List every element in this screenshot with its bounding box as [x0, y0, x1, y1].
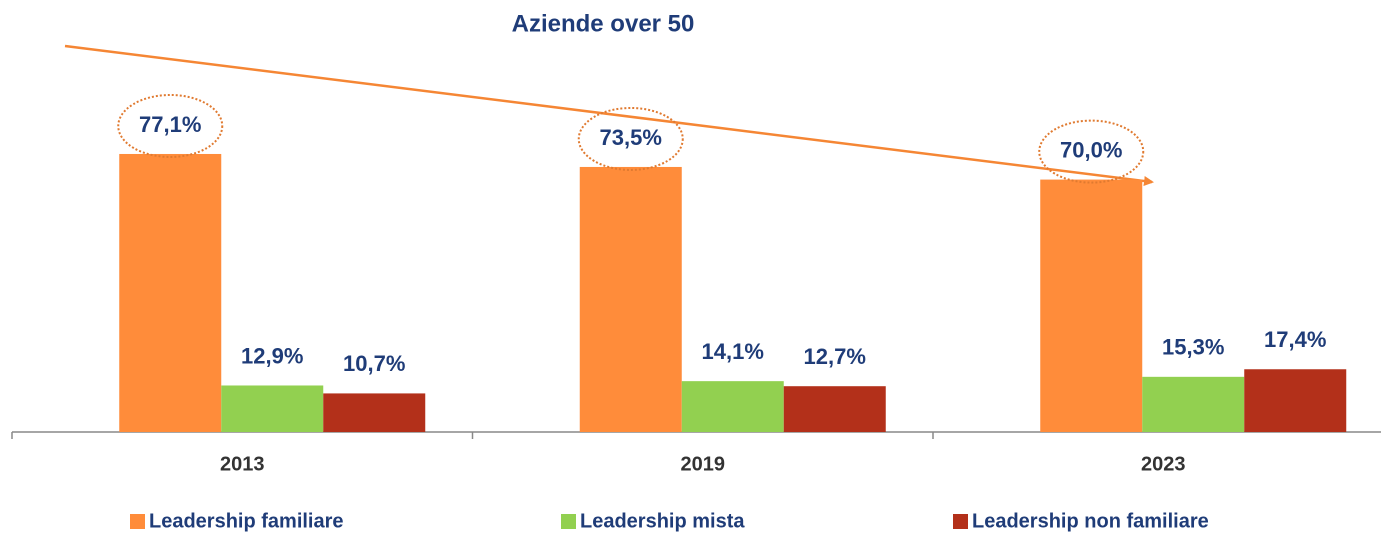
highlight-circle: [577, 106, 684, 171]
bar: [1142, 376, 1245, 432]
legend-swatch: [561, 514, 576, 529]
x-tick-label: 2019: [681, 453, 726, 475]
bar: [119, 153, 222, 432]
data-label: 73,5%: [600, 125, 662, 150]
highlight-circle: [117, 93, 224, 158]
bar: [783, 386, 886, 432]
data-label: 15,3%: [1162, 335, 1224, 360]
bar: [579, 166, 682, 433]
bar: [681, 381, 784, 432]
data-label: 14,1%: [702, 339, 764, 364]
legend-label: Leadership familiare: [149, 510, 344, 532]
x-tick-label: 2013: [220, 453, 265, 475]
bar: [1244, 369, 1347, 432]
data-label: 12,9%: [241, 343, 303, 368]
chart-title: Aziende over 50: [512, 10, 695, 37]
bar: [323, 393, 426, 432]
data-label: 17,4%: [1264, 327, 1326, 352]
bar: [221, 385, 324, 432]
legend-label: Leadership mista: [580, 510, 745, 532]
data-label: 70,0%: [1060, 137, 1122, 162]
highlight-circle: [1038, 119, 1145, 184]
data-label: 12,7%: [804, 344, 866, 369]
bar: [1040, 179, 1143, 432]
x-tick-label: 2023: [1141, 453, 1186, 475]
legend-swatch: [130, 514, 145, 529]
trend-arrow: [64, 44, 1154, 186]
data-label: 77,1%: [139, 112, 201, 137]
data-label: 10,7%: [343, 351, 405, 376]
legend-label: Leadership non familiare: [972, 510, 1209, 532]
legend-swatch: [953, 514, 968, 529]
